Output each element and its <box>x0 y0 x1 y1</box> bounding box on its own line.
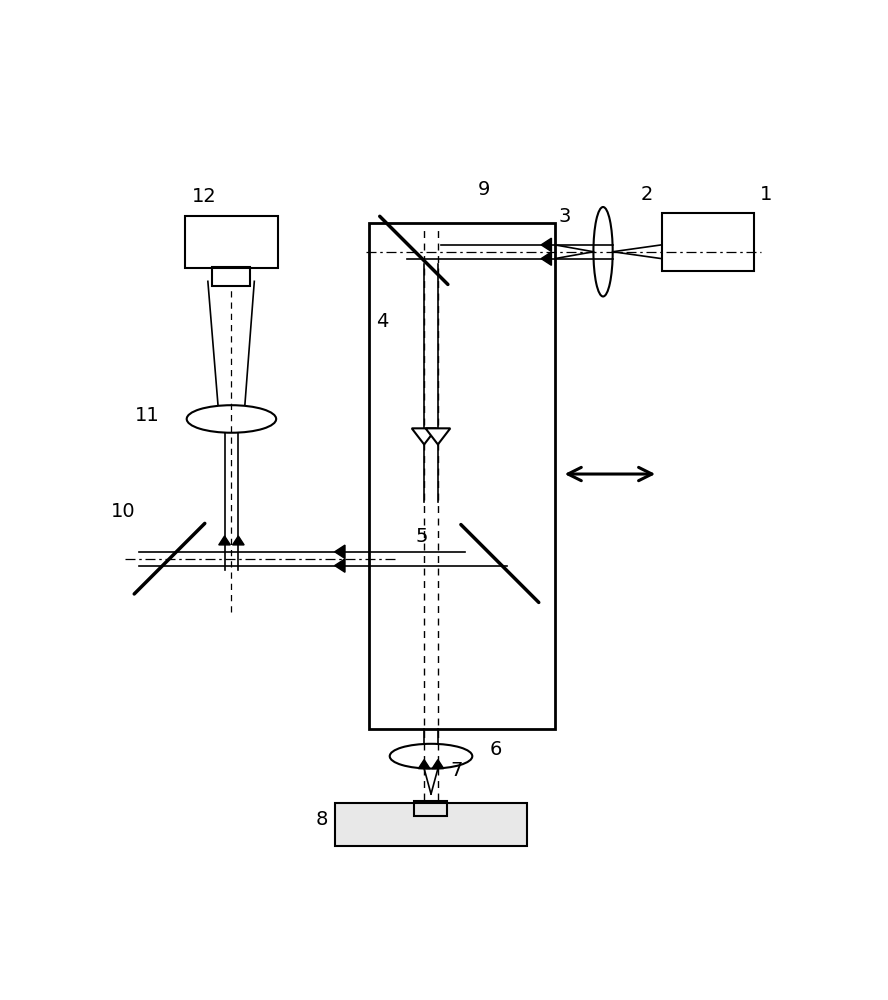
Bar <box>369 223 555 729</box>
Bar <box>212 267 250 286</box>
Text: 9: 9 <box>478 180 490 199</box>
Polygon shape <box>541 238 551 252</box>
Text: 3: 3 <box>559 207 571 226</box>
Polygon shape <box>335 559 345 572</box>
Polygon shape <box>432 760 444 769</box>
Text: 7: 7 <box>450 761 463 780</box>
Text: 10: 10 <box>111 502 136 521</box>
Bar <box>185 216 278 268</box>
Bar <box>662 213 755 271</box>
Polygon shape <box>425 428 450 444</box>
Text: 5: 5 <box>416 527 428 546</box>
Text: 11: 11 <box>134 406 159 425</box>
Text: 4: 4 <box>376 312 388 331</box>
Polygon shape <box>541 252 551 265</box>
Polygon shape <box>418 760 430 769</box>
Polygon shape <box>412 428 437 444</box>
Bar <box>335 803 527 846</box>
Text: 6: 6 <box>489 740 502 759</box>
Polygon shape <box>218 536 230 545</box>
Polygon shape <box>233 536 244 545</box>
Polygon shape <box>335 545 345 559</box>
Bar <box>415 801 447 816</box>
Text: 1: 1 <box>760 185 773 204</box>
Text: 8: 8 <box>315 810 328 829</box>
Text: 2: 2 <box>641 185 654 204</box>
Text: 12: 12 <box>192 187 217 206</box>
